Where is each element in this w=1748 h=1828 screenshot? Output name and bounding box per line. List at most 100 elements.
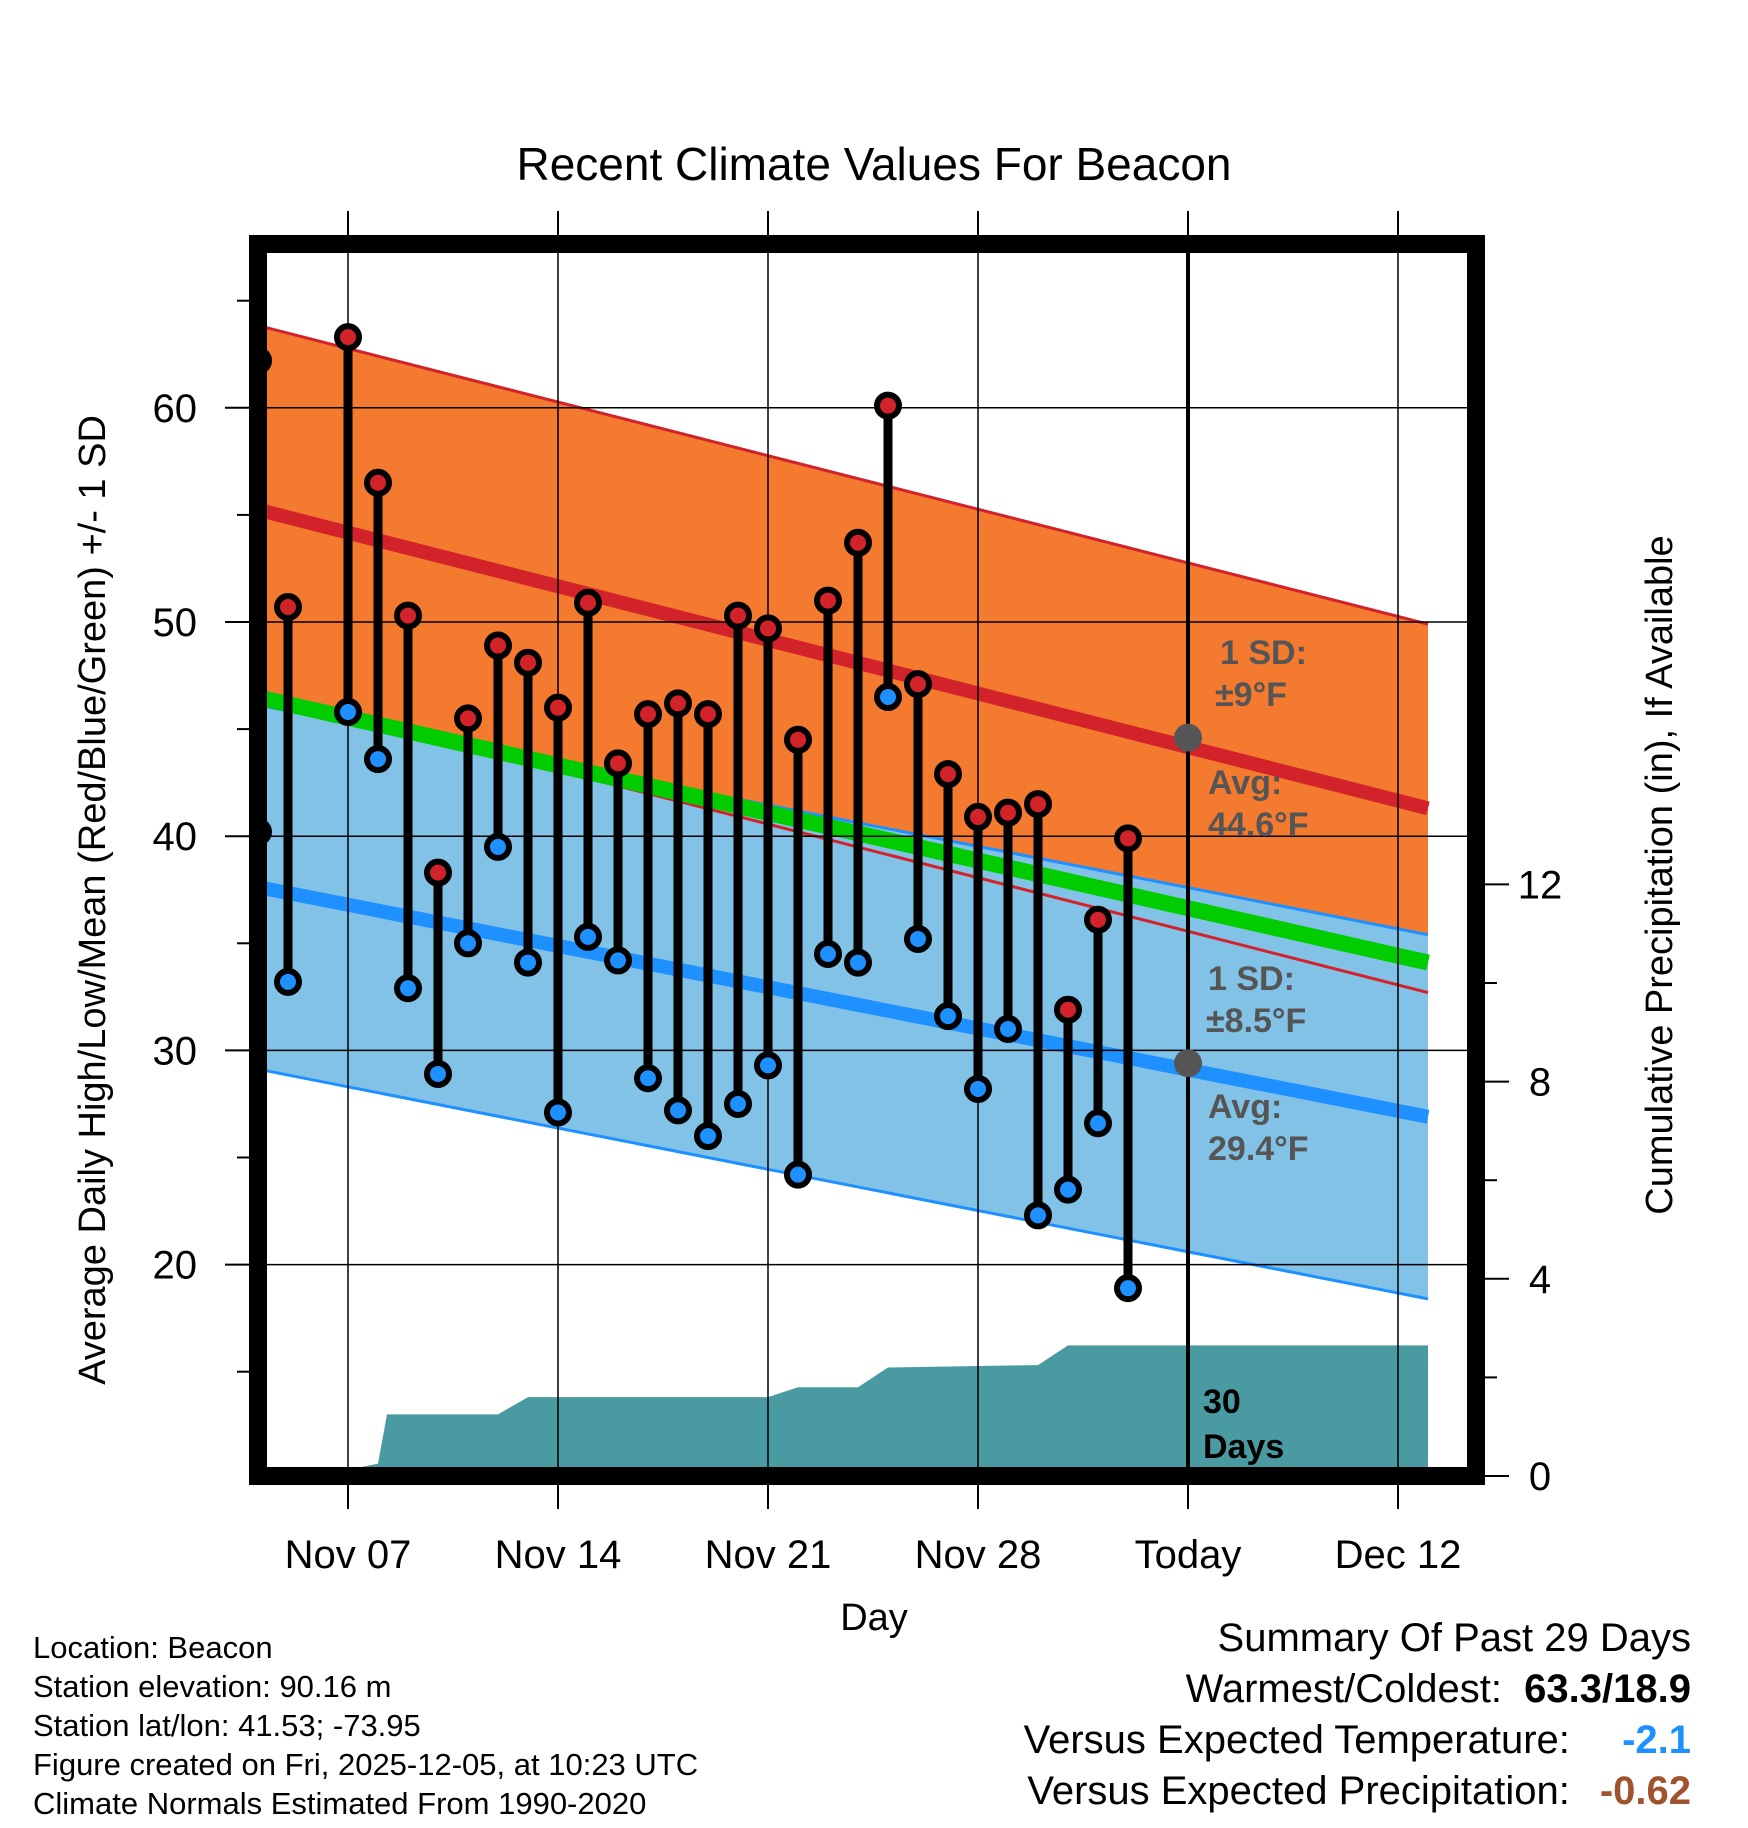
- high-sd-value: ±9°F: [1215, 676, 1287, 714]
- y2-tick-label: 8: [1529, 1061, 1551, 1105]
- daily-high-point: [484, 631, 512, 660]
- daily-low-point: [964, 1074, 992, 1103]
- x-tick-label: Nov 07: [285, 1533, 412, 1577]
- daily-high-point: [334, 323, 362, 352]
- y2-tick-label: 0: [1529, 1455, 1551, 1499]
- x-tick-label: Dec 12: [1335, 1533, 1462, 1577]
- high-avg-label: Avg:: [1208, 764, 1282, 802]
- daily-low-point: [724, 1089, 752, 1118]
- y-tick-label: 50: [153, 601, 198, 645]
- daily-high-point: [664, 689, 692, 718]
- daily-low-point: [484, 832, 512, 861]
- y2-tick-label: 4: [1529, 1258, 1551, 1302]
- daily-low-point: [514, 948, 542, 977]
- low-normal-line: [258, 879, 1430, 1124]
- temp-value: -2.1: [1622, 1718, 1691, 1762]
- daily-high-point: [694, 700, 722, 729]
- daily-high-point: [904, 670, 932, 699]
- daily-high-point: [544, 693, 572, 722]
- days-count-word: Days: [1203, 1428, 1284, 1466]
- low-sd-lower-line: [258, 1067, 1429, 1301]
- daily-high-point: [844, 528, 872, 557]
- precip-label: Versus Expected Precipitation:: [1027, 1769, 1570, 1813]
- summary-row-temp: Versus Expected Temperature: -2.1: [1024, 1715, 1691, 1766]
- low-avg-value: 29.4°F: [1208, 1130, 1309, 1168]
- high-sd-band-upper: [258, 325, 1428, 935]
- daily-high-point: [874, 391, 902, 420]
- daily-high-point: [1114, 824, 1142, 853]
- daily-high-point: [1054, 995, 1082, 1024]
- plot-layer: 1 SD: ±9°F Avg: 44.6°F 1 SD: ±8.5°F Avg: 29.4°F…: [153, 211, 1563, 1577]
- daily-low-point: [424, 1059, 452, 1088]
- daily-high-point: [424, 858, 452, 887]
- daily-low-point: [874, 682, 902, 711]
- daily-low-point: [604, 946, 632, 975]
- summary-heading: Summary Of Past 29 Days: [1217, 1616, 1691, 1660]
- daily-high-point: [364, 468, 392, 497]
- daily-low-point: [784, 1160, 812, 1189]
- daily-high-point: [754, 614, 782, 643]
- daily-low-point: [634, 1064, 662, 1093]
- daily-low-point: [904, 925, 932, 954]
- daily-high-point: [454, 704, 482, 733]
- daily-low-point: [664, 1096, 692, 1125]
- daily-low-point: [274, 967, 302, 996]
- daily-low-point: [814, 940, 842, 969]
- y-tick-label: 40: [153, 815, 198, 859]
- x-tick-label: Nov 21: [705, 1533, 832, 1577]
- summary-row-warm-cold: Warmest/Coldest: 63.3/18.9: [1024, 1664, 1691, 1715]
- high-avg-marker: [1174, 723, 1202, 752]
- daily-low-point: [1024, 1201, 1052, 1230]
- daily-low-point: [694, 1122, 722, 1151]
- y-tick-label: 30: [153, 1029, 198, 1073]
- daily-high-point: [724, 601, 752, 630]
- high-sd-upper-line: [258, 323, 1429, 626]
- y-axis-label: Average Daily High/Low/Mean (Red/Blue/Gr…: [72, 415, 114, 1385]
- elevation-text: Station elevation: 90.16 m: [33, 1669, 392, 1704]
- daily-high-point: [274, 593, 302, 622]
- low-avg-marker: [1174, 1049, 1202, 1078]
- low-sd-value: ±8.5°F: [1206, 1002, 1306, 1040]
- daily-high-point: [1024, 790, 1052, 819]
- daily-low-point: [364, 745, 392, 774]
- daily-high-point: [394, 601, 422, 630]
- warm-cold-value: 63.3/18.9: [1524, 1667, 1691, 1711]
- daily-low-point: [844, 948, 872, 977]
- daily-low-point: [934, 1002, 962, 1031]
- low-sd-label: 1 SD:: [1208, 960, 1295, 998]
- daily-high-point: [814, 586, 842, 615]
- y-tick-label: 20: [153, 1244, 198, 1288]
- created-text: Figure created on Fri, 2025-12-05, at 10…: [33, 1747, 699, 1782]
- days-count-number: 30: [1203, 1383, 1241, 1421]
- daily-low-point: [1114, 1274, 1142, 1303]
- latlon-text: Station lat/lon: 41.53; -73.95: [33, 1708, 421, 1743]
- daily-low-point: [544, 1098, 572, 1127]
- daily-high-point: [784, 725, 812, 754]
- daily-high-point: [514, 648, 542, 677]
- daily-high-point: [634, 700, 662, 729]
- daily-low-point: [574, 922, 602, 951]
- daily-high-point: [964, 802, 992, 831]
- high-avg-value: 44.6°F: [1208, 806, 1309, 844]
- daily-high-point: [574, 588, 602, 617]
- daily-low-point: [994, 1014, 1022, 1043]
- precip-value: -0.62: [1599, 1769, 1691, 1813]
- y2-tick-label: 12: [1518, 863, 1563, 907]
- station-info: Location: Beacon Station elevation: 90.1…: [33, 1628, 698, 1823]
- daily-high-point: [994, 798, 1022, 827]
- high-sd-label: 1 SD:: [1220, 634, 1307, 672]
- daily-low-point: [454, 929, 482, 958]
- daily-low-point: [1084, 1109, 1112, 1138]
- y2-axis-label: Cumulative Precipitation (in), If Availa…: [1639, 535, 1681, 1214]
- daily-low-point: [754, 1051, 782, 1080]
- summary-panel: Summary Of Past 29 Days Warmest/Coldest:…: [1024, 1613, 1691, 1817]
- plot-frame: [249, 235, 1485, 1485]
- daily-high-point: [1084, 905, 1112, 934]
- temp-label: Versus Expected Temperature:: [1023, 1718, 1570, 1762]
- plot-area: [258, 244, 1476, 1476]
- chart-title: Recent Climate Values For Beacon: [516, 138, 1231, 190]
- x-axis-label: Day: [840, 1597, 908, 1639]
- x-tick-label: Nov 14: [495, 1533, 622, 1577]
- daily-low-point: [1054, 1175, 1082, 1204]
